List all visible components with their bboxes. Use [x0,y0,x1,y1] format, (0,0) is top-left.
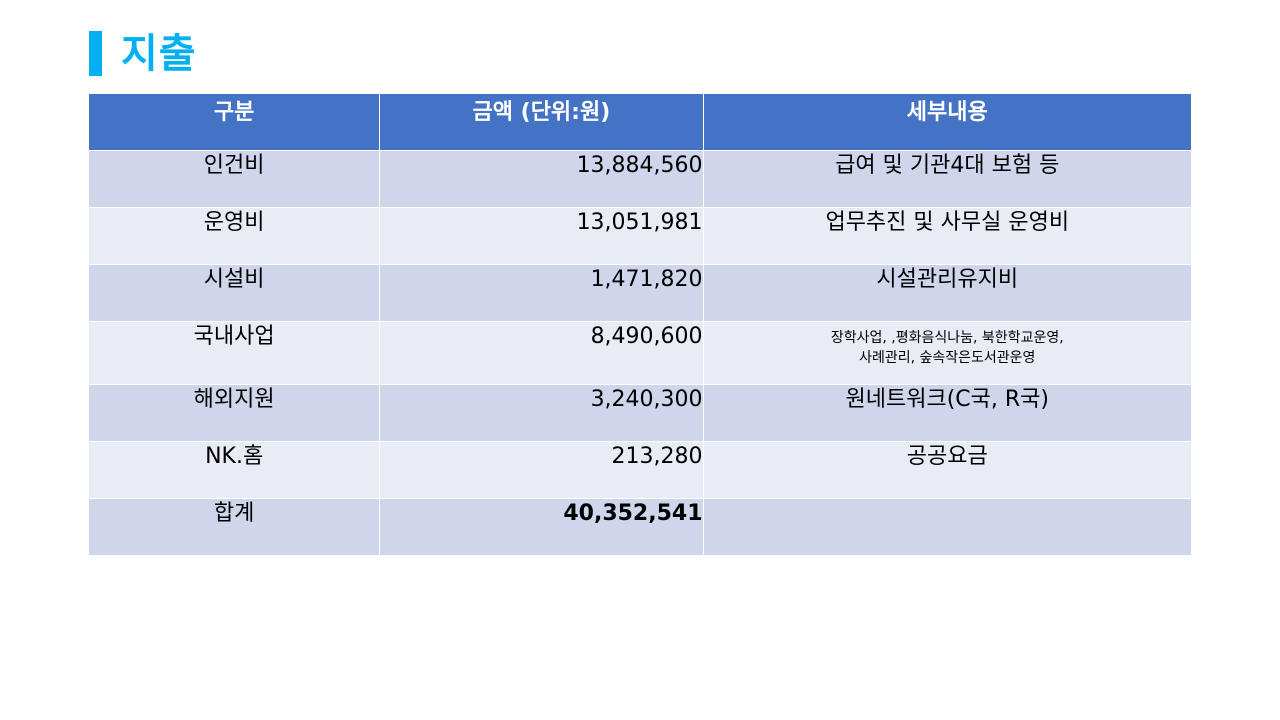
row-amount: 8,490,600 [379,321,704,385]
row-category: 시설비 [87,264,381,322]
row-category: NK.홈 [87,441,381,499]
total-amount: 40,352,541 [379,498,704,556]
total-label: 합계 [87,498,381,556]
table-row: 시설비 1,471,820 시설관리유지비 [87,264,1193,322]
row-category: 국내사업 [87,321,381,385]
table-total-row: 합계 40,352,541 [87,498,1193,556]
row-detail-line: 장학사업, ,평화음식나눔, 북한학교운영, [830,330,1064,346]
table-header-row: 구분 금액 (단위:원) 세부내용 [87,93,1193,151]
row-amount: 3,240,300 [379,384,704,442]
row-amount: 13,051,981 [379,207,704,265]
table-row: 운영비 13,051,981 업무추진 및 사무실 운영비 [87,207,1193,265]
table-row: 국내사업 8,490,600 장학사업, ,평화음식나눔, 북한학교운영, 사례… [87,321,1193,385]
row-amount: 1,471,820 [379,264,704,322]
row-detail: 업무추진 및 사무실 운영비 [702,207,1193,265]
row-detail-line: 사례관리, 숲속작은도서관운영 [859,350,1036,366]
row-detail: 공공요금 [702,441,1193,499]
title-accent-bar [89,31,102,76]
row-amount: 213,280 [379,441,704,499]
row-category: 운영비 [87,207,381,265]
total-detail [702,498,1193,556]
expense-table: 구분 금액 (단위:원) 세부내용 인건비 13,884,560 급여 및 기관… [87,93,1193,556]
header-category: 구분 [87,93,381,151]
row-detail: 급여 및 기관4대 보험 등 [702,150,1193,208]
row-detail: 시설관리유지비 [702,264,1193,322]
table-row: NK.홈 213,280 공공요금 [87,441,1193,499]
row-detail: 원네트워크(C국, R국) [702,384,1193,442]
row-amount: 13,884,560 [379,150,704,208]
row-category: 해외지원 [87,384,381,442]
page-title: 지출 [121,31,197,77]
header-amount: 금액 (단위:원) [379,93,704,151]
row-detail: 장학사업, ,평화음식나눔, 북한학교운영, 사례관리, 숲속작은도서관운영 [702,321,1193,385]
table-row: 인건비 13,884,560 급여 및 기관4대 보험 등 [87,150,1193,208]
table-row: 해외지원 3,240,300 원네트워크(C국, R국) [87,384,1193,442]
header-detail: 세부내용 [702,93,1193,151]
row-category: 인건비 [87,150,381,208]
